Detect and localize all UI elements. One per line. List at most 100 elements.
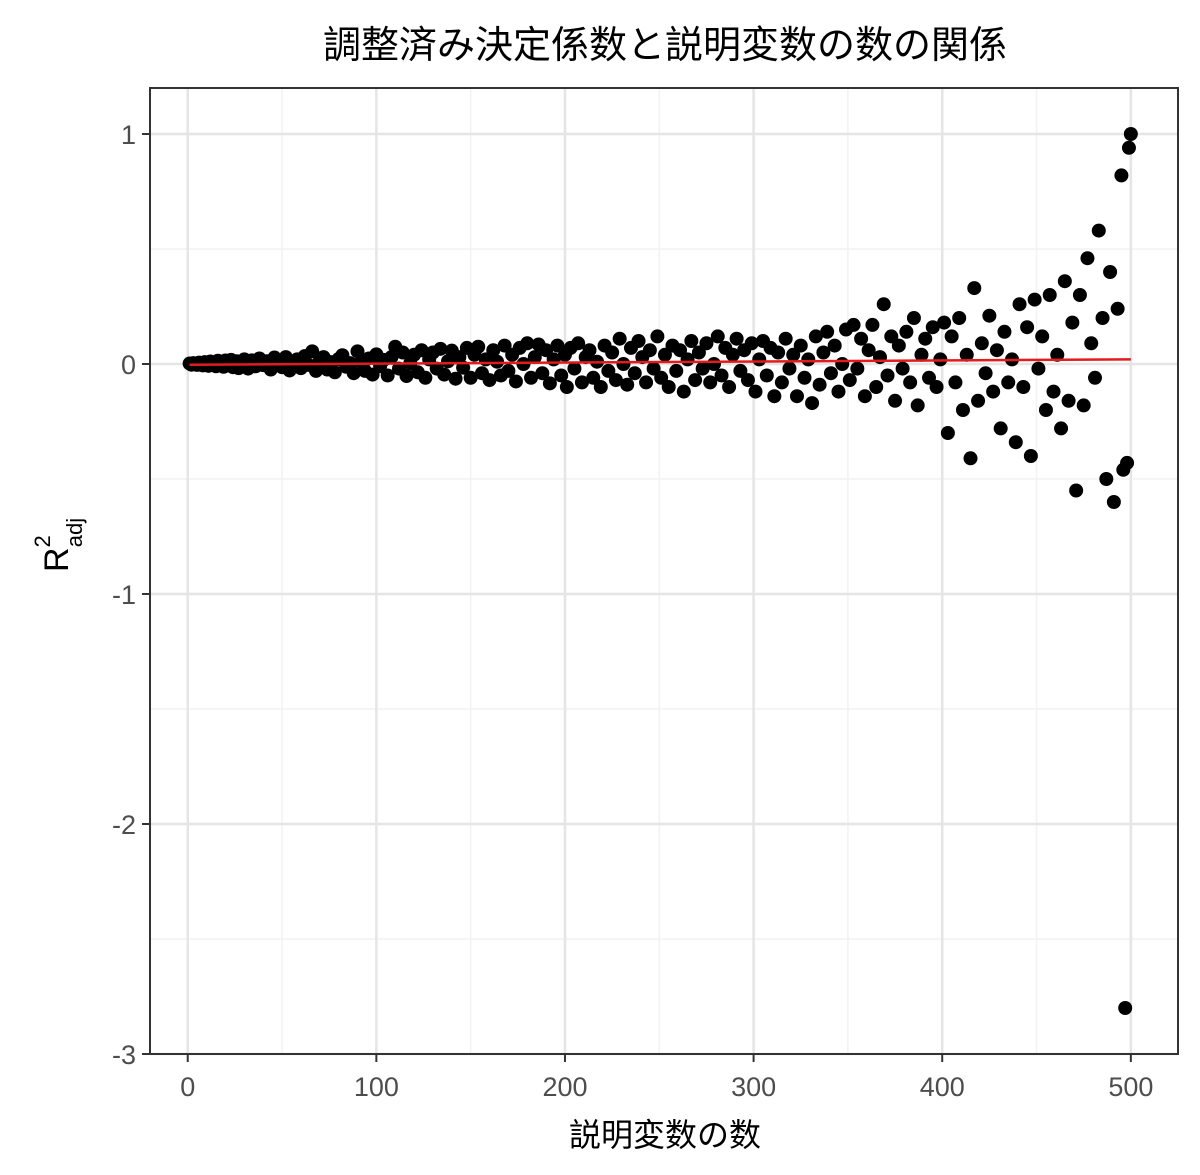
data-point [1114, 168, 1129, 183]
data-point [1121, 140, 1136, 155]
data-point [725, 347, 740, 362]
data-point [752, 352, 767, 367]
data-point [395, 345, 410, 360]
data-point [914, 347, 929, 362]
data-point [676, 384, 691, 399]
data-point [620, 377, 635, 392]
data-point [816, 345, 831, 360]
data-point [524, 370, 539, 385]
data-point [740, 373, 755, 388]
data-point [937, 315, 952, 330]
data-point [827, 338, 842, 353]
data-point [399, 368, 414, 383]
data-point [959, 347, 974, 362]
data-point [714, 368, 729, 383]
data-point [820, 324, 835, 339]
data-point [722, 380, 737, 394]
data-point [729, 331, 744, 346]
data-point [669, 363, 684, 378]
data-point [831, 384, 846, 399]
data-point [567, 361, 582, 376]
data-point [471, 339, 486, 354]
data-point [1106, 495, 1121, 509]
data-point [835, 357, 850, 371]
data-point [748, 384, 763, 399]
data-point [940, 426, 955, 440]
data-point [899, 324, 914, 339]
data-point [948, 375, 963, 390]
x-tick-label: 500 [1108, 1072, 1153, 1102]
data-point [574, 375, 589, 390]
data-point [1110, 301, 1125, 316]
y-axis-title-sup: 2 [30, 535, 55, 547]
data-point [1023, 449, 1038, 463]
data-point [744, 336, 759, 351]
panel-border [149, 87, 1179, 1055]
data-point [593, 380, 608, 394]
data-point [1065, 315, 1080, 330]
data-point [661, 380, 676, 394]
data-point [527, 350, 542, 365]
data-point [869, 380, 884, 394]
data-point [974, 336, 989, 351]
data-point [805, 396, 820, 411]
data-point [1118, 1001, 1133, 1015]
data-point [823, 366, 838, 381]
data-point [1020, 320, 1035, 335]
grid [150, 88, 1178, 1056]
data-point [771, 345, 786, 360]
data-point [880, 368, 895, 383]
data-point [490, 354, 505, 369]
data-point [305, 344, 320, 359]
data-point [1061, 393, 1076, 408]
data-point [346, 366, 361, 381]
data-point [963, 451, 978, 466]
data-point [608, 373, 623, 388]
reference-line [189, 358, 1131, 366]
data-point [993, 421, 1008, 436]
data-point [857, 389, 872, 404]
data-point [616, 357, 631, 371]
y-axis-title-sub: adj [62, 518, 87, 547]
data-point [808, 329, 823, 344]
data-point [380, 368, 395, 383]
data-point [782, 361, 797, 376]
data-point [520, 336, 535, 351]
data-point [929, 380, 944, 394]
data-point [1046, 384, 1061, 399]
data-point [1054, 421, 1069, 436]
x-tick-label: 100 [354, 1072, 399, 1102]
data-point [535, 366, 550, 381]
data-point [778, 331, 793, 346]
y-tick-label: -1 [112, 580, 136, 610]
data-point [463, 370, 478, 385]
data-point [1091, 223, 1106, 238]
data-point [710, 329, 725, 344]
x-tick-label: 300 [731, 1072, 776, 1102]
data-point [508, 374, 523, 389]
data-point [642, 343, 657, 358]
data-point [1095, 311, 1110, 325]
data-point [1031, 361, 1046, 376]
data-point [650, 329, 665, 344]
data-point [1080, 251, 1095, 266]
data-point [918, 331, 933, 346]
data-point [891, 338, 906, 353]
data-point [482, 373, 497, 388]
data-point [789, 389, 804, 404]
y-tick-label: -3 [112, 1040, 136, 1070]
data-point [639, 375, 654, 390]
y-axis: -3 -2 -1 0 1 [112, 120, 150, 1070]
data-point [793, 338, 808, 353]
data-point [888, 393, 903, 408]
data-point [1076, 398, 1091, 413]
data-point [982, 308, 997, 323]
data-point [971, 393, 986, 408]
data-point [1084, 336, 1099, 351]
x-tick-label: 200 [542, 1072, 587, 1102]
data-point [695, 361, 710, 376]
data-point [448, 371, 463, 386]
